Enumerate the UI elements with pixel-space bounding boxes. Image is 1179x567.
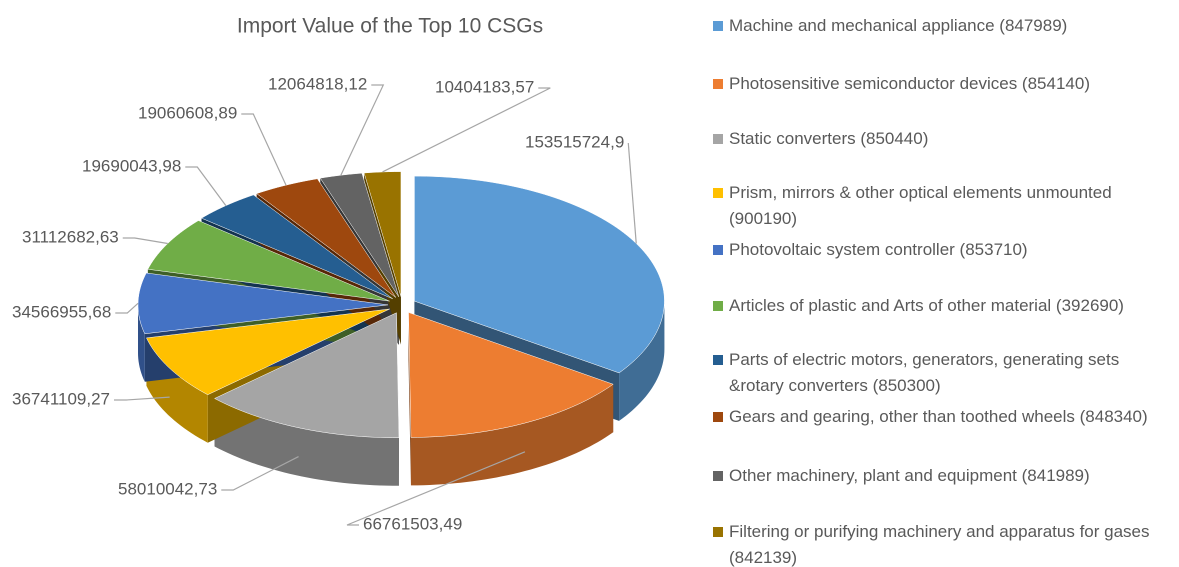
slice-tops: [137, 171, 665, 438]
pie-slice: [319, 172, 399, 297]
pie-slice: [214, 312, 400, 438]
slice-side: [214, 398, 399, 486]
legend-item: Prism, mirrors & other optical elements …: [713, 180, 1173, 232]
leader-line: [122, 237, 168, 245]
legend-swatch: [713, 134, 723, 144]
legend-item: Photovoltaic system controller (853710): [713, 237, 1173, 263]
legend-label: Filtering or purifying machinery and app…: [729, 522, 1150, 567]
leader-line: [115, 302, 139, 314]
legend-swatch: [713, 79, 723, 89]
legend-label: Photosensitive semiconductor devices (85…: [729, 74, 1090, 93]
legend-item: Gears and gearing, other than toothed wh…: [713, 404, 1173, 430]
legend-label: Prism, mirrors & other optical elements …: [729, 183, 1112, 228]
leader-line: [340, 84, 385, 176]
leader-line: [241, 113, 287, 186]
data-label: 19060608,89: [138, 103, 237, 122]
legend-swatch: [713, 527, 723, 537]
legend-label: Machine and mechanical appliance (847989…: [729, 16, 1068, 35]
legend-item: Photosensitive semiconductor devices (85…: [713, 71, 1173, 97]
pie-slice: [137, 272, 389, 335]
legend-item: Filtering or purifying machinery and app…: [713, 519, 1173, 567]
legend-label: Photovoltaic system controller (853710): [729, 240, 1028, 259]
legend-label: Static converters (850440): [729, 129, 929, 148]
legend-swatch: [713, 188, 723, 198]
data-label: 36741109,27: [12, 389, 110, 408]
data-label: 58010042,73: [118, 479, 217, 498]
data-label: 31112682,63: [22, 227, 119, 246]
data-label: 10404183,57: [435, 77, 534, 96]
data-label: 19690043,98: [82, 156, 181, 175]
data-label: 66761503,49: [363, 514, 462, 533]
legend-label: Gears and gearing, other than toothed wh…: [729, 407, 1148, 426]
leader-line: [382, 87, 551, 173]
legend-swatch: [713, 412, 723, 422]
legend-swatch: [713, 471, 723, 481]
legend-item: Other machinery, plant and equipment (84…: [713, 463, 1173, 489]
legend-swatch: [713, 301, 723, 311]
legend-item: Static converters (850440): [713, 126, 1173, 152]
data-label: 12064818,12: [268, 74, 367, 93]
legend-item: Parts of electric motors, generators, ge…: [713, 347, 1173, 399]
legend-item: Machine and mechanical appliance (847989…: [713, 13, 1173, 39]
pie-slice: [363, 171, 402, 297]
leader-line: [627, 142, 637, 244]
pie-slice: [256, 178, 397, 298]
legend-label: Articles of plastic and Arts of other ma…: [729, 296, 1124, 315]
pie-slice: [408, 312, 614, 438]
pie-slice: [146, 308, 390, 396]
legend-label: Other machinery, plant and equipment (84…: [729, 466, 1090, 485]
slice-side: [138, 304, 145, 382]
data-label: 34566955,68: [12, 302, 111, 321]
leader-line: [114, 396, 170, 401]
slice-side: [410, 384, 614, 486]
legend-swatch: [713, 245, 723, 255]
legend-item: Articles of plastic and Arts of other ma…: [713, 293, 1173, 319]
pie-slice: [200, 194, 393, 299]
slice-side: [619, 301, 665, 421]
data-label: 153515724,9: [525, 132, 624, 151]
legend-swatch: [713, 21, 723, 31]
leader-line: [221, 455, 299, 491]
leader-line: [346, 451, 526, 526]
legend-label: Parts of electric motors, generators, ge…: [729, 350, 1120, 395]
leader-line: [185, 166, 227, 206]
legend-swatch: [713, 355, 723, 365]
chart-title: Import Value of the Top 10 CSGs: [237, 15, 543, 38]
